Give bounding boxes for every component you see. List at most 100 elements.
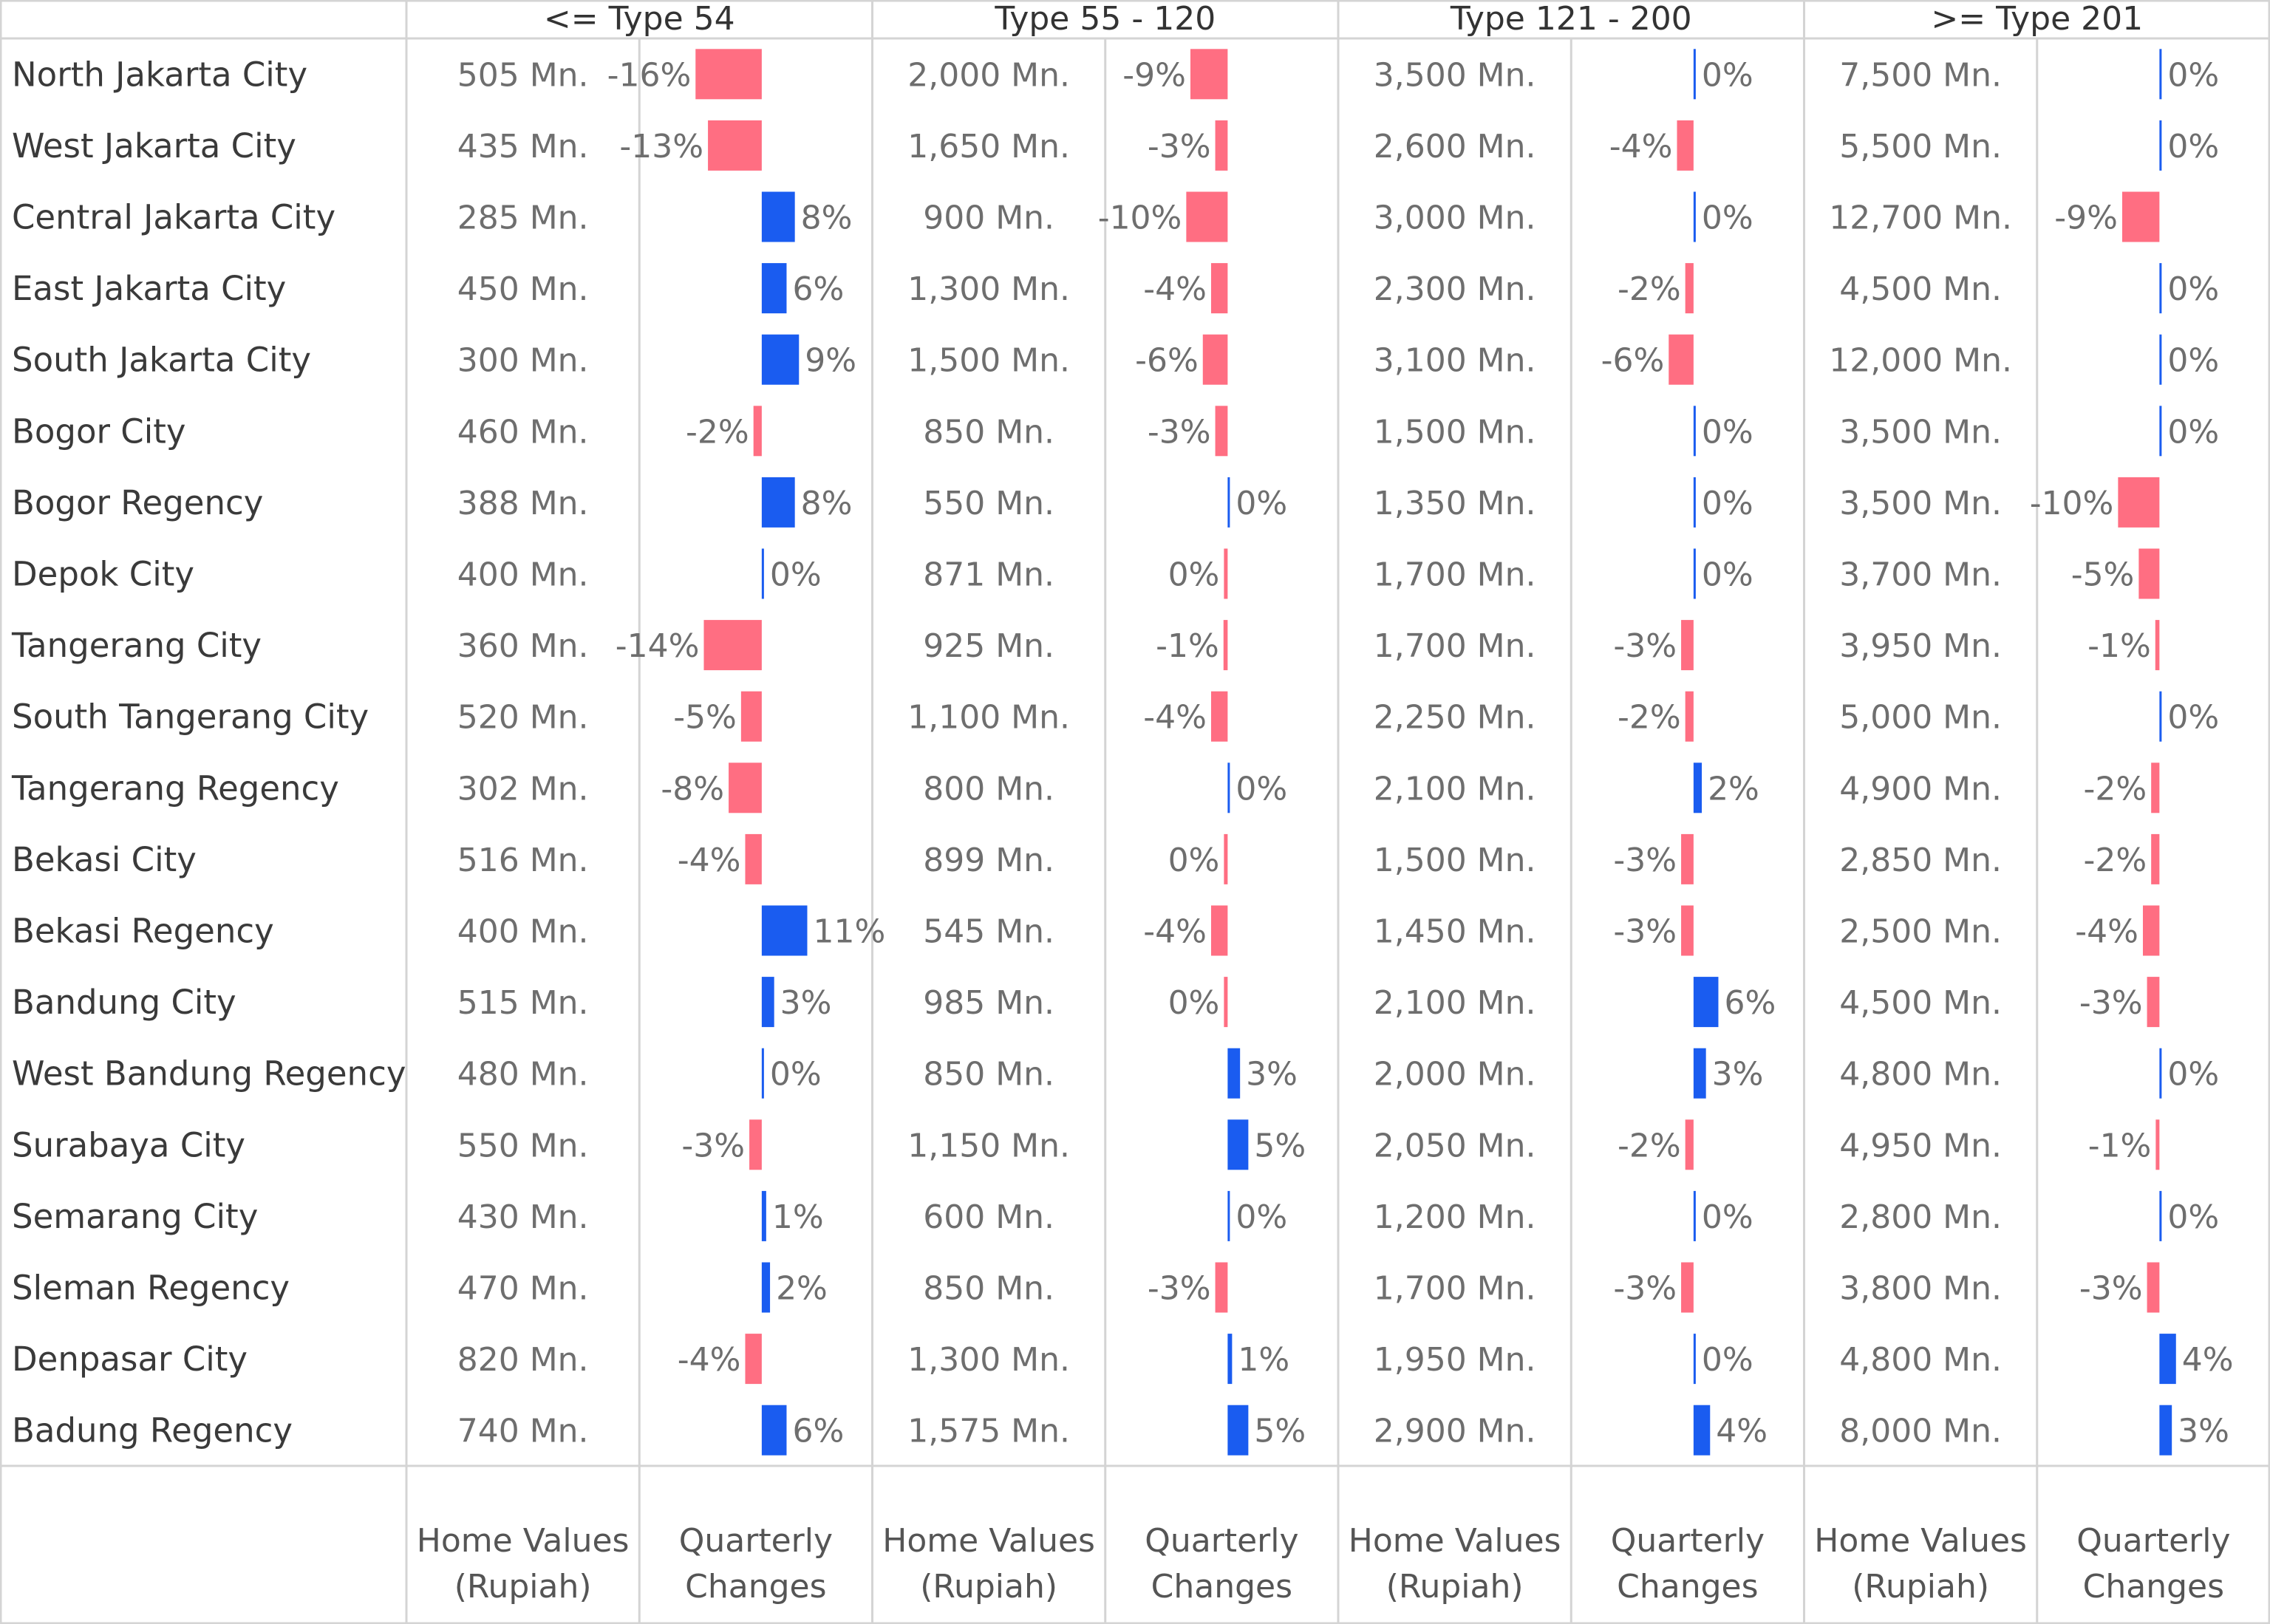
table-row: North Jakarta City 505 Mn. -16% 2,000 Mn. -9… bbox=[12, 49, 2219, 100]
city-label: Tangerang City bbox=[11, 626, 262, 665]
change-bar bbox=[695, 49, 762, 100]
change-label: 0% bbox=[1235, 1198, 1287, 1236]
change-bar bbox=[1681, 620, 1694, 671]
home-value: 5,000 Mn. bbox=[1839, 699, 2002, 737]
change-label: -1% bbox=[2087, 627, 2151, 665]
city-label: South Tangerang City bbox=[12, 697, 369, 737]
change-bar bbox=[1693, 477, 1696, 528]
change-label: -2% bbox=[1618, 270, 1681, 308]
home-value: 12,000 Mn. bbox=[1829, 342, 2012, 380]
home-value: 1,150 Mn. bbox=[907, 1127, 1070, 1164]
change-label: 6% bbox=[792, 1413, 844, 1450]
table-row: Tangerang City 360 Mn. -14% 925 Mn. -1% 1,700… bbox=[11, 620, 2160, 671]
home-value: 1,700 Mn. bbox=[1374, 556, 1536, 594]
city-label: Bekasi Regency bbox=[12, 912, 274, 951]
change-label: -2% bbox=[1618, 699, 1681, 737]
home-value: 4,500 Mn. bbox=[1839, 984, 2002, 1022]
city-label: West Jakarta City bbox=[12, 126, 296, 166]
change-label: 0% bbox=[2167, 342, 2219, 380]
change-bar bbox=[1693, 191, 1696, 242]
change-bar bbox=[729, 762, 762, 813]
change-bar bbox=[1693, 977, 1719, 1028]
change-bar bbox=[1215, 1262, 1228, 1313]
city-label: Bandung City bbox=[12, 983, 236, 1022]
change-bar bbox=[2155, 1119, 2160, 1170]
change-label: -2% bbox=[686, 413, 749, 451]
change-label: -14% bbox=[616, 627, 700, 665]
change-bar bbox=[1227, 1334, 1233, 1385]
change-bar bbox=[1224, 548, 1228, 599]
change-bar bbox=[1227, 1119, 1249, 1170]
city-label: Tangerang Regency bbox=[11, 768, 339, 808]
column-label-quarterly-changes: Quarterly bbox=[2076, 1522, 2230, 1560]
change-label: -16% bbox=[607, 56, 692, 94]
change-label: -2% bbox=[1618, 1127, 1681, 1164]
change-bar bbox=[1215, 406, 1228, 457]
column-label-quarterly-changes: Quarterly bbox=[1611, 1522, 1765, 1560]
city-label: Central Jakarta City bbox=[12, 198, 335, 237]
change-label: -3% bbox=[2079, 984, 2143, 1022]
home-value: 285 Mn. bbox=[457, 199, 589, 237]
change-bar bbox=[761, 1262, 771, 1313]
home-value: 3,500 Mn. bbox=[1839, 485, 2002, 522]
change-bar bbox=[1681, 833, 1694, 884]
home-value: 985 Mn. bbox=[923, 984, 1054, 1022]
change-label: 5% bbox=[1254, 1127, 1306, 1164]
change-label: -1% bbox=[1156, 627, 1219, 665]
home-value: 8,000 Mn. bbox=[1839, 1413, 2002, 1450]
home-value: 1,950 Mn. bbox=[1374, 1341, 1536, 1379]
change-bar bbox=[1693, 49, 1696, 100]
home-value: 3,000 Mn. bbox=[1374, 199, 1536, 237]
change-label: 5% bbox=[1254, 1413, 1306, 1450]
change-bar bbox=[1693, 1405, 1711, 1456]
change-bar bbox=[1693, 1334, 1696, 1385]
change-label: 0% bbox=[1702, 485, 1753, 522]
home-value: 2,850 Mn. bbox=[1839, 842, 2002, 879]
change-bar bbox=[1215, 120, 1228, 171]
change-bar bbox=[1223, 620, 1228, 671]
change-bar bbox=[761, 1405, 787, 1456]
change-bar bbox=[2159, 120, 2162, 171]
change-bar bbox=[1693, 1190, 1696, 1241]
change-label: -3% bbox=[1613, 627, 1677, 665]
change-bar bbox=[1210, 691, 1228, 742]
change-label: 8% bbox=[801, 199, 853, 237]
change-label: -4% bbox=[1143, 699, 1207, 737]
table-row: Denpasar City 820 Mn. -4% 1,300 Mn. 1% 1,950 … bbox=[12, 1334, 2234, 1385]
home-value: 1,500 Mn. bbox=[1374, 413, 1536, 451]
home-value: 516 Mn. bbox=[457, 842, 589, 879]
home-value: 2,800 Mn. bbox=[1839, 1198, 2002, 1236]
change-bar bbox=[761, 334, 800, 385]
change-label: 3% bbox=[780, 984, 832, 1022]
change-bar bbox=[753, 406, 762, 457]
table-row: West Jakarta City 435 Mn. -13% 1,650 Mn. -3%… bbox=[12, 120, 2219, 171]
change-bar bbox=[2151, 833, 2160, 884]
table-row: South Jakarta City 300 Mn. 9% 1,500 Mn. -6% 3… bbox=[12, 334, 2219, 385]
home-value: 4,900 Mn. bbox=[1839, 770, 2002, 808]
home-value: 3,800 Mn. bbox=[1839, 1270, 2002, 1308]
change-bar bbox=[740, 691, 762, 742]
change-bar bbox=[703, 620, 762, 671]
home-value: 1,350 Mn. bbox=[1374, 485, 1536, 522]
change-bar bbox=[1681, 905, 1694, 956]
column-label-home-values: Home Values bbox=[1349, 1522, 1561, 1560]
home-value: 850 Mn. bbox=[923, 413, 1054, 451]
change-label: 2% bbox=[1708, 770, 1759, 808]
change-bar bbox=[708, 120, 762, 171]
change-label: 8% bbox=[801, 485, 853, 522]
column-label-quarterly-changes-unit: Changes bbox=[1617, 1568, 1758, 1606]
home-value: 360 Mn. bbox=[457, 627, 589, 665]
change-label: 0% bbox=[2167, 413, 2219, 451]
change-bar bbox=[2147, 1262, 2160, 1313]
table-row: Semarang City 430 Mn. 1% 600 Mn. 0% 1,200 Mn.… bbox=[12, 1190, 2219, 1241]
home-value: 900 Mn. bbox=[923, 199, 1054, 237]
home-value: 871 Mn. bbox=[923, 556, 1054, 594]
home-value: 3,500 Mn. bbox=[1839, 413, 2002, 451]
city-label: Sleman Regency bbox=[12, 1269, 290, 1308]
table-row: Badung Regency 740 Mn. 6% 1,575 Mn. 5% 2,900 … bbox=[12, 1405, 2229, 1456]
home-value: 2,250 Mn. bbox=[1374, 699, 1536, 737]
change-label: 6% bbox=[1724, 984, 1776, 1022]
city-label: Bogor Regency bbox=[12, 483, 263, 522]
home-value: 600 Mn. bbox=[923, 1198, 1054, 1236]
